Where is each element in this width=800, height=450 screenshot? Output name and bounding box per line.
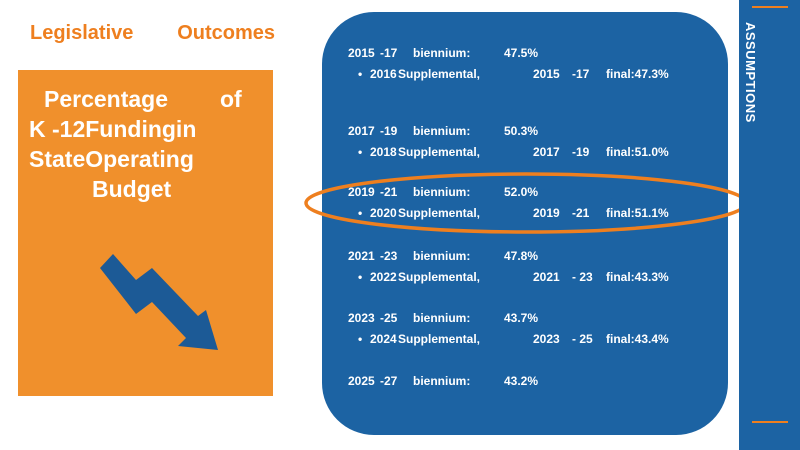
biennium-period: 2025 — [348, 374, 375, 388]
title-word-legislative: Legislative — [30, 22, 134, 44]
biennium-period-end: -21 — [380, 185, 398, 199]
biennium-period-end: -19 — [380, 124, 398, 138]
page-title: Legislative Outcomes — [30, 22, 275, 45]
biennium-label: biennium: — [413, 185, 471, 199]
supplemental-label: Supplemental, — [398, 206, 481, 220]
biennium-label: biennium: — [413, 374, 471, 388]
supplemental-final-value: final:51.1% — [606, 206, 669, 220]
supplemental-period-end: -21 — [572, 206, 590, 220]
supplemental-period: 2019 — [533, 206, 560, 220]
biennium-period-end: -17 — [380, 46, 398, 60]
card-title-line3: StateOperating — [29, 146, 194, 172]
biennium-period-end: -25 — [380, 311, 398, 325]
bullet-icon: • — [358, 145, 363, 159]
sidebar-panel — [739, 0, 800, 450]
supplemental-final-value: final:47.3% — [606, 67, 669, 81]
bullet-icon: • — [358, 332, 363, 346]
supplemental-period: 2023 — [533, 332, 560, 346]
sidebar-bottom-rule — [752, 421, 788, 423]
biennium-period-end: -23 — [380, 249, 398, 263]
biennium-label: biennium: — [413, 46, 471, 60]
card-title-line4: Budget — [92, 176, 172, 202]
supplemental-year: 2022 — [370, 270, 397, 284]
sidebar-top-rule — [752, 6, 788, 8]
biennium-period: 2021 — [348, 249, 375, 263]
biennium-label: biennium: — [413, 249, 471, 263]
card-title-line2: K -12Fundingin — [29, 116, 197, 142]
card-title-line1a: Percentage — [44, 86, 169, 112]
supplemental-period: 2017 — [533, 145, 560, 159]
biennium-period: 2015 — [348, 46, 375, 60]
biennium-period: 2017 — [348, 124, 375, 138]
supplemental-label: Supplemental, — [398, 270, 481, 284]
supplemental-period-end: - 23 — [572, 270, 593, 284]
biennium-period: 2019 — [348, 185, 375, 199]
supplemental-period-end: -19 — [572, 145, 590, 159]
supplemental-year: 2020 — [370, 206, 397, 220]
supplemental-final-value: final:43.4% — [606, 332, 669, 346]
bullet-icon: • — [358, 270, 363, 284]
bullet-icon: • — [358, 206, 363, 220]
supplemental-year: 2018 — [370, 145, 397, 159]
supplemental-final-value: final:43.3% — [606, 270, 669, 284]
supplemental-label: Supplemental, — [398, 332, 481, 346]
biennium-label: biennium: — [413, 311, 471, 325]
supplemental-year: 2016 — [370, 67, 397, 81]
supplemental-period: 2015 — [533, 67, 560, 81]
supplemental-label: Supplemental, — [398, 67, 481, 81]
biennium-value: 50.3% — [504, 124, 539, 138]
title-word-outcomes: Outcomes — [177, 22, 275, 44]
biennium-value: 47.5% — [504, 46, 539, 60]
biennium-period-end: -27 — [380, 374, 398, 388]
supplemental-final-value: final:51.0% — [606, 145, 669, 159]
supplemental-year: 2024 — [370, 332, 397, 346]
biennium-value: 52.0% — [504, 185, 539, 199]
supplemental-period-end: -17 — [572, 67, 590, 81]
biennium-period: 2023 — [348, 311, 375, 325]
sidebar-label: ASSUMPTIONS — [743, 22, 758, 123]
bullet-icon: • — [358, 67, 363, 81]
supplemental-label: Supplemental, — [398, 145, 481, 159]
biennium-label: biennium: — [413, 124, 471, 138]
down-trend-arrow-icon — [100, 254, 218, 350]
biennium-value: 47.8% — [504, 249, 539, 263]
supplemental-period-end: - 25 — [572, 332, 593, 346]
supplemental-period: 2021 — [533, 270, 560, 284]
card-title-line1b: of — [220, 86, 242, 112]
kpi-card: Percentage of K -12Fundingin StateOperat… — [18, 70, 273, 396]
biennium-value: 43.7% — [504, 311, 539, 325]
biennium-value: 43.2% — [504, 374, 539, 388]
